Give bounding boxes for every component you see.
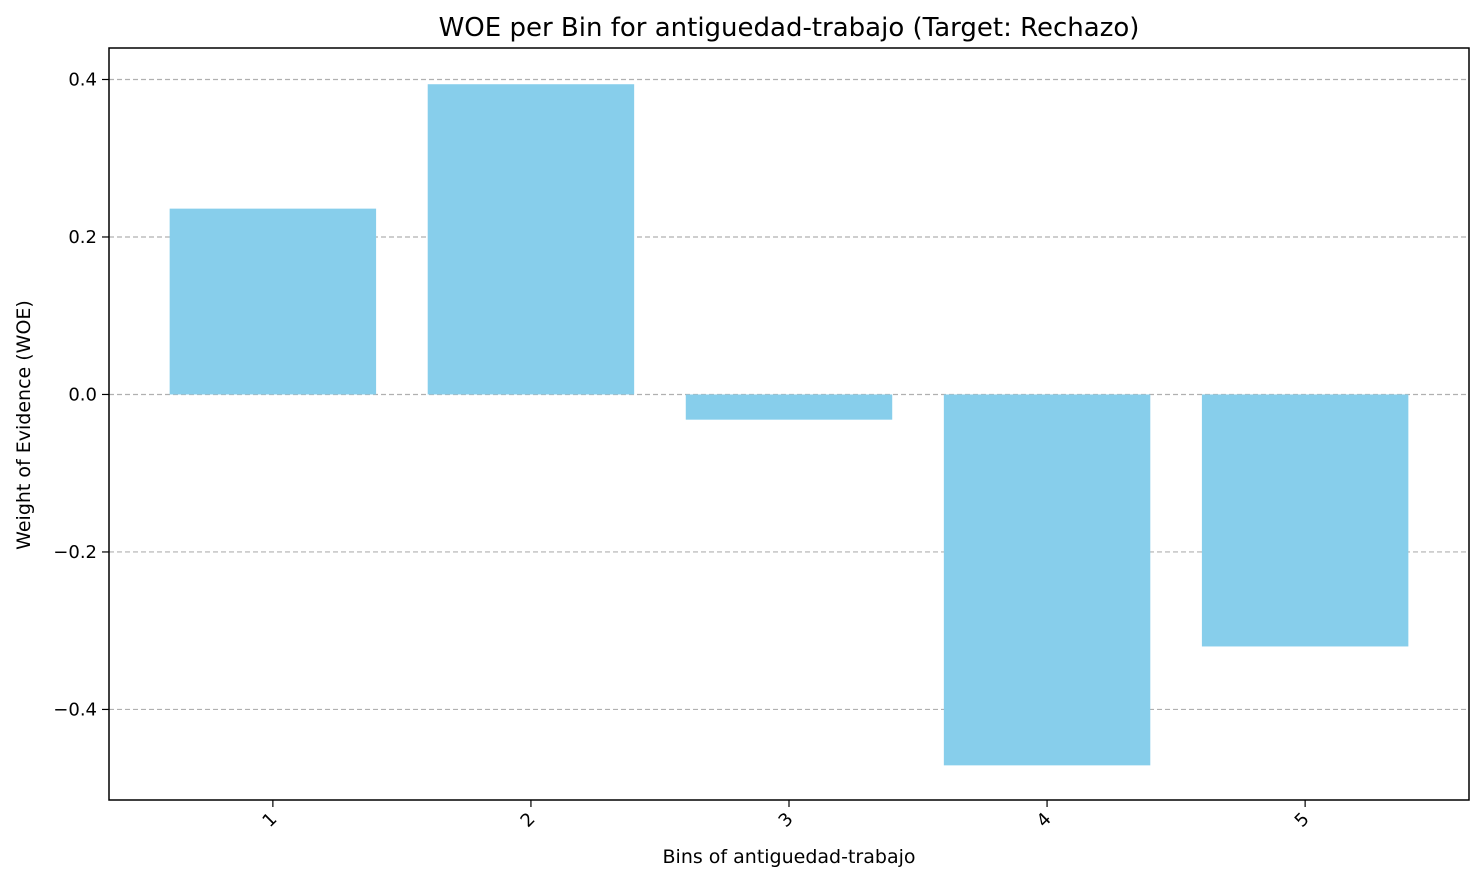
bar-bin-2 xyxy=(427,84,635,395)
y-tick-label: 0.2 xyxy=(68,227,97,248)
y-axis: 0.4 0.2 0.0 −0.2 −0.4 xyxy=(53,69,109,720)
y-tick-label: 0.0 xyxy=(68,384,97,405)
y-tick-label: 0.4 xyxy=(68,69,97,90)
bar-bin-3 xyxy=(685,394,893,420)
bars-layer xyxy=(169,84,1409,766)
x-axis-label: Bins of antiguedad-trabajo xyxy=(663,846,916,868)
bar-bin-1 xyxy=(169,208,377,395)
y-tick-label: −0.2 xyxy=(53,542,97,563)
bar-bin-5 xyxy=(1201,394,1409,647)
y-tick-label: −0.4 xyxy=(53,699,97,720)
bar-bin-4 xyxy=(943,394,1151,766)
chart-title: WOE per Bin for antiguedad-trabajo (Targ… xyxy=(439,13,1140,43)
y-axis-label: Weight of Evidence (WOE) xyxy=(13,300,35,550)
